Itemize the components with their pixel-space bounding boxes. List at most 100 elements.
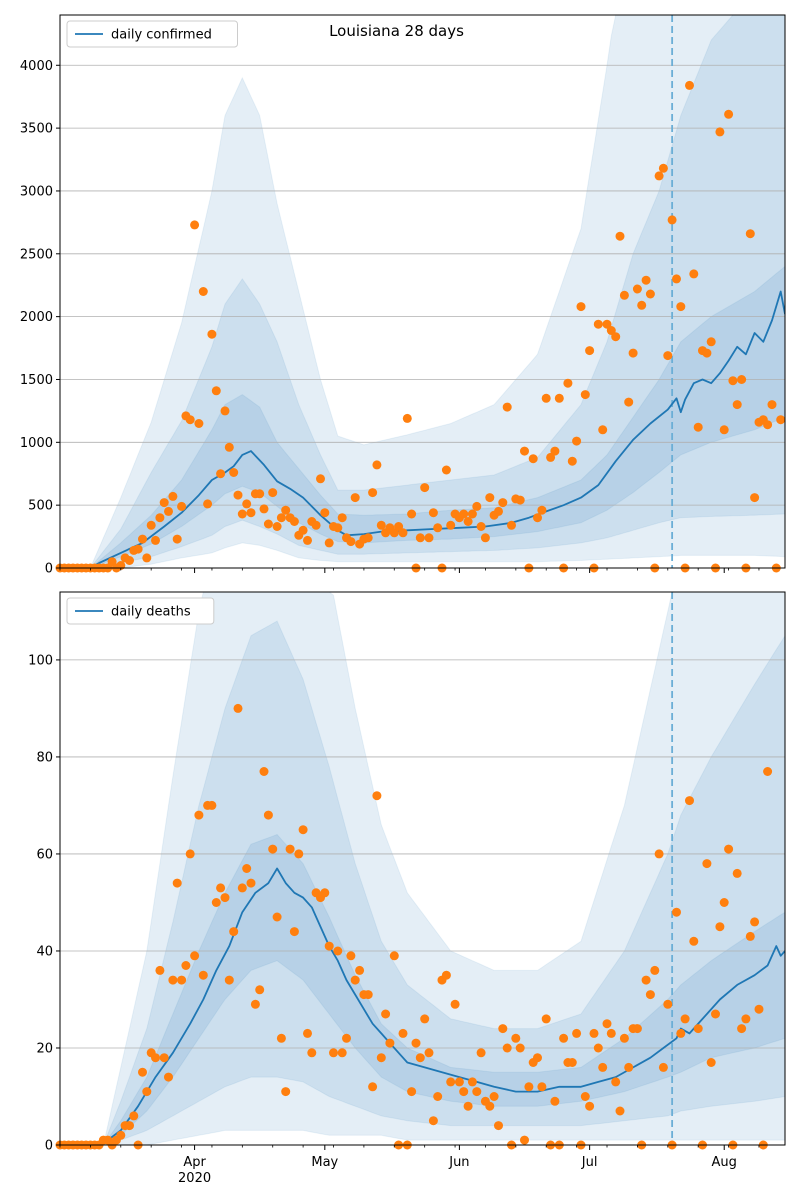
y-tick-label: 100 (28, 653, 53, 668)
observed-point (428, 508, 438, 518)
observed-point (476, 1048, 486, 1058)
observed-point (207, 329, 217, 339)
observed-point (498, 498, 508, 508)
observed-point (398, 1028, 408, 1038)
y-tick-label: 1000 (20, 436, 53, 451)
observed-point (125, 1121, 134, 1131)
observed-point (602, 319, 612, 329)
observed-point (281, 505, 291, 515)
observed-point (489, 1092, 499, 1101)
observed-point (480, 533, 490, 543)
observed-point (741, 1014, 751, 1024)
observed-point (276, 513, 286, 523)
observed-point (654, 849, 664, 859)
observed-point (606, 1028, 616, 1038)
observed-point (628, 348, 638, 358)
observed-point (645, 289, 655, 299)
y-tick-label: 0 (45, 562, 53, 577)
observed-point (745, 229, 755, 239)
observed-point (537, 1082, 547, 1092)
observed-point (276, 1033, 286, 1043)
observed-point (346, 537, 356, 547)
confirmed-legend-box (66, 20, 238, 48)
observed-point (693, 1024, 703, 1034)
observed-point (172, 878, 182, 888)
observed-point (324, 941, 334, 951)
observed-point (233, 490, 243, 500)
observed-point (611, 332, 621, 342)
observed-point (116, 1130, 126, 1140)
observed-point (203, 499, 213, 509)
observed-point (433, 523, 443, 533)
observed-point (576, 302, 586, 312)
observed-point (164, 1072, 173, 1082)
observed-point (472, 1087, 482, 1097)
observed-point (454, 1077, 464, 1087)
y-tick-label: 40 (36, 944, 53, 959)
observed-point (433, 1092, 443, 1101)
observed-point (689, 936, 699, 946)
observed-point (164, 506, 173, 516)
observed-point (268, 488, 278, 498)
observed-point (316, 474, 325, 484)
observed-point (546, 452, 556, 462)
observed-point (263, 519, 273, 529)
observed-point (250, 999, 260, 1009)
observed-point (263, 810, 273, 820)
y-tick-label: 0 (45, 1139, 53, 1154)
observed-point (138, 1067, 147, 1077)
observed-point (463, 1101, 473, 1111)
observed-point (146, 520, 156, 530)
observed-point (502, 1043, 512, 1053)
observed-point (424, 1048, 434, 1058)
y-tick-label: 2000 (20, 310, 53, 325)
observed-point (693, 422, 703, 432)
observed-point (237, 509, 247, 519)
observed-point (533, 513, 542, 523)
observed-point (259, 767, 269, 776)
observed-point (220, 893, 230, 903)
deaths-legend: daily deaths (66, 597, 215, 625)
observed-point (572, 1028, 582, 1038)
observed-point (494, 1121, 503, 1131)
confirmed-axes-frame (59, 14, 786, 569)
confirmed-observed-points (55, 80, 786, 573)
observed-point (381, 1009, 391, 1019)
observed-point (107, 557, 117, 567)
observed-point (385, 1038, 395, 1048)
observed-point (211, 386, 221, 396)
observed-point (211, 898, 221, 907)
observed-point (494, 506, 503, 516)
observed-point (372, 460, 382, 470)
observed-point (754, 1004, 764, 1014)
observed-point (750, 917, 760, 927)
observed-point (615, 231, 625, 241)
observed-point (268, 844, 278, 854)
x-tick-label: Aug (712, 1155, 737, 1170)
deaths-legend-label: daily deaths (111, 605, 191, 620)
observed-point (255, 985, 265, 995)
observed-point (294, 849, 304, 859)
observed-point (632, 284, 642, 294)
observed-point (589, 1028, 599, 1038)
observed-point (663, 351, 673, 361)
observed-point (711, 1009, 720, 1019)
observed-point (750, 493, 760, 503)
observed-point (632, 1024, 642, 1034)
observed-point (663, 999, 673, 1009)
observed-point (207, 800, 217, 810)
observed-point (424, 533, 434, 543)
observed-point (476, 522, 486, 531)
observed-point (520, 1135, 529, 1145)
observed-point (498, 1024, 508, 1034)
observed-point (194, 419, 204, 428)
observed-point (485, 493, 495, 503)
observed-point (515, 1043, 525, 1053)
observed-point (559, 1033, 569, 1043)
observed-point (719, 898, 729, 907)
deaths-axes-frame (59, 591, 786, 1146)
observed-point (190, 220, 200, 230)
observed-point (715, 127, 725, 137)
observed-point (415, 533, 425, 543)
